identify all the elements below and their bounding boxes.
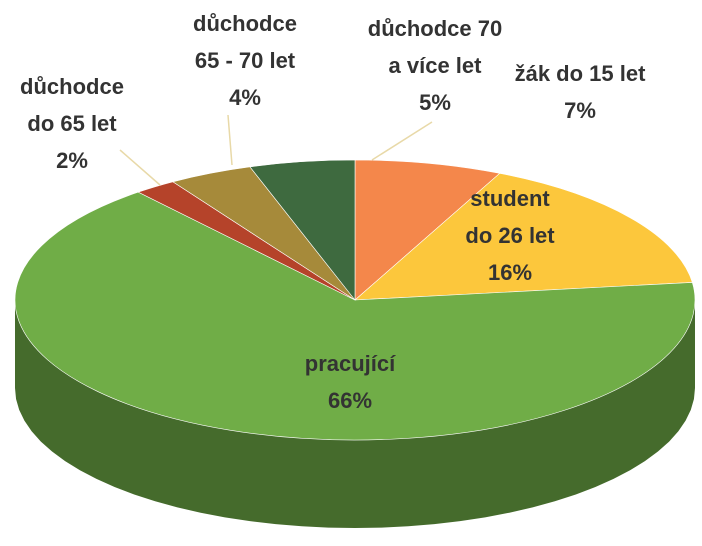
leader-line [227, 114, 233, 166]
category-label: student [470, 186, 550, 211]
value-label: 66% [328, 388, 372, 413]
category-label: důchodce [20, 74, 124, 99]
value-label: 4% [229, 85, 261, 110]
category-label: a více let [389, 53, 483, 78]
leader-line [371, 121, 433, 161]
category-label: žák do 15 let [515, 61, 647, 86]
slice [354, 159, 501, 301]
leader-lines [119, 114, 433, 186]
value-label: 16% [488, 260, 532, 285]
value-label: 7% [564, 98, 596, 123]
category-label: pracující [305, 351, 396, 376]
pie [14, 159, 696, 528]
category-label: do 26 let [465, 223, 555, 248]
slice-side [15, 300, 695, 528]
value-label: 2% [56, 148, 88, 173]
category-label: do 65 let [27, 111, 117, 136]
leader-line [119, 149, 161, 186]
slice [354, 173, 693, 301]
category-label: 65 - 70 let [195, 48, 296, 73]
value-label: 5% [419, 90, 451, 115]
slice [249, 159, 356, 301]
category-label: důchodce [193, 11, 297, 36]
slice [14, 191, 696, 441]
category-label: důchodce 70 [368, 16, 502, 41]
